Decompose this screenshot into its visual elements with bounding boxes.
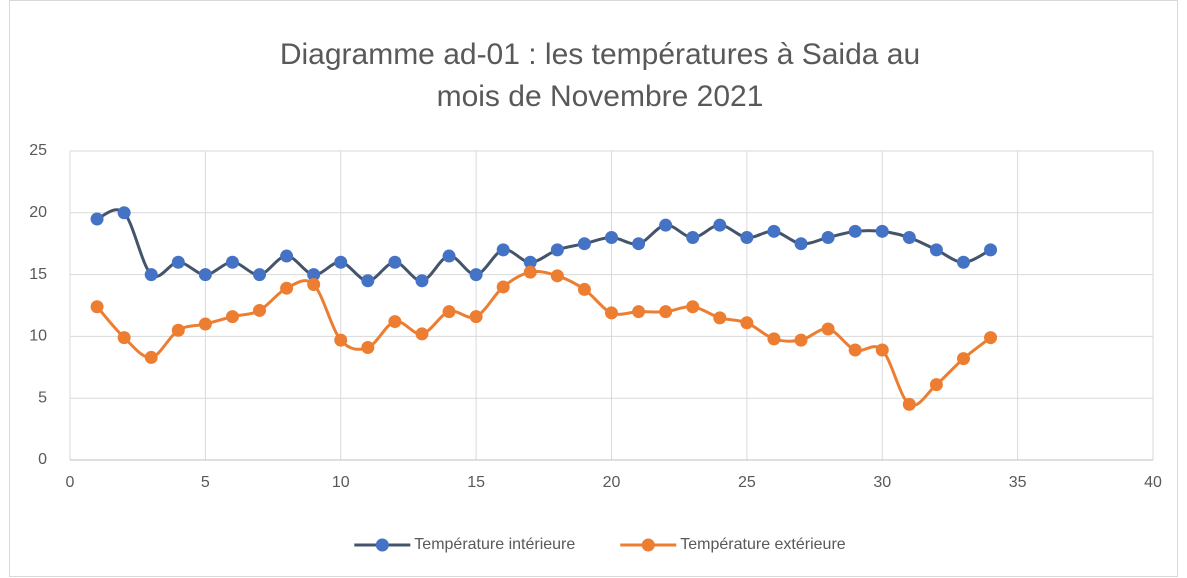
data-point <box>90 300 104 314</box>
data-point <box>523 255 537 269</box>
data-point <box>577 282 591 296</box>
legend-marker <box>641 538 655 552</box>
x-tick-label: 10 <box>332 474 350 491</box>
data-point <box>956 255 970 269</box>
data-point <box>442 249 456 263</box>
x-tick-label: 25 <box>738 474 756 491</box>
data-point <box>225 310 239 324</box>
data-point <box>632 305 646 319</box>
data-point <box>794 333 808 347</box>
data-point <box>361 274 375 288</box>
data-point <box>550 269 564 283</box>
x-tick-label: 30 <box>873 474 891 491</box>
data-point <box>307 277 321 291</box>
data-point <box>740 316 754 330</box>
y-tick-label: 5 <box>38 389 47 406</box>
data-point <box>902 397 916 411</box>
data-point <box>90 212 104 226</box>
x-tick-label: 0 <box>66 474 75 491</box>
y-tick-label: 0 <box>38 451 47 468</box>
data-point <box>686 231 700 245</box>
data-point <box>361 341 375 355</box>
data-point <box>605 306 618 320</box>
data-point <box>713 311 727 325</box>
data-point <box>225 255 239 269</box>
data-point <box>659 218 673 232</box>
y-tick-label: 25 <box>29 142 47 159</box>
data-point <box>198 317 212 331</box>
data-point <box>388 315 402 329</box>
data-point <box>469 310 483 324</box>
legend-label: Température intérieure <box>414 536 575 553</box>
y-tick-label: 20 <box>29 204 47 221</box>
data-point <box>442 305 456 319</box>
data-point <box>253 303 267 317</box>
data-point <box>307 268 321 282</box>
x-tick-label: 35 <box>1009 474 1027 491</box>
data-point <box>117 206 131 220</box>
data-point <box>929 243 943 257</box>
data-point <box>740 231 754 245</box>
legend-label: Température extérieure <box>680 536 846 553</box>
data-point <box>171 323 185 337</box>
data-point <box>686 300 700 314</box>
x-tick-label: 40 <box>1144 474 1162 491</box>
data-point <box>848 224 862 238</box>
data-point <box>848 343 862 357</box>
data-point <box>334 333 348 347</box>
data-point <box>144 268 158 282</box>
data-point <box>171 255 185 269</box>
chart-title: Diagramme ad-01 : les températures à Sai… <box>279 38 921 113</box>
data-point <box>984 331 998 345</box>
series-line <box>96 208 992 283</box>
data-point <box>821 231 835 245</box>
data-point <box>794 237 808 251</box>
data-point <box>875 224 889 238</box>
data-point <box>984 243 998 257</box>
x-tick-label: 20 <box>603 474 621 491</box>
data-point <box>767 224 781 238</box>
data-point <box>550 243 564 257</box>
data-point <box>632 237 646 251</box>
data-point <box>334 255 348 269</box>
data-point <box>902 231 916 245</box>
data-point <box>496 280 510 294</box>
data-point <box>821 322 835 336</box>
legend-marker <box>375 538 389 552</box>
data-point <box>280 249 294 263</box>
data-point <box>415 274 429 288</box>
chart-frame <box>9 0 1178 577</box>
data-point <box>280 281 294 295</box>
x-tick-label: 15 <box>467 474 485 491</box>
data-point <box>577 237 591 251</box>
data-point <box>469 268 483 282</box>
data-point <box>117 331 131 345</box>
x-tick-label: 5 <box>201 474 210 491</box>
data-point <box>956 352 970 366</box>
data-point <box>605 231 618 245</box>
data-point <box>198 268 212 282</box>
data-point <box>767 332 781 346</box>
data-point <box>929 378 943 392</box>
y-tick-label: 10 <box>29 328 47 345</box>
data-point <box>875 343 889 357</box>
data-point <box>388 255 402 269</box>
y-tick-label: 15 <box>29 266 47 283</box>
data-point <box>415 327 429 341</box>
data-point <box>144 350 158 364</box>
data-point <box>496 243 510 257</box>
data-point <box>253 268 267 282</box>
data-point <box>659 305 673 319</box>
data-point <box>713 218 727 232</box>
data-point <box>523 265 537 279</box>
series-line <box>95 270 992 407</box>
